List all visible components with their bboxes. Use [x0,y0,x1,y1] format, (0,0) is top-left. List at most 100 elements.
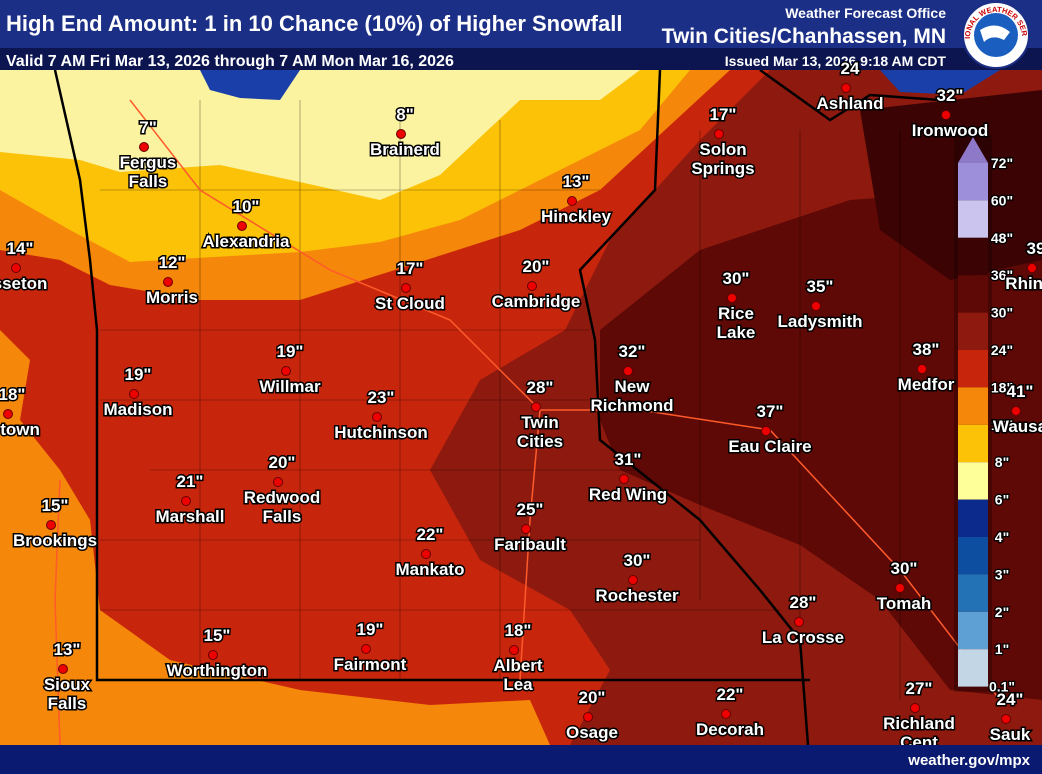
city-dot [941,110,951,120]
legend-label: 12" [991,417,1013,433]
city-dot [139,142,149,152]
city-amount: 30" [624,551,651,570]
city-name: Eau Claire [728,437,811,456]
city-dot [583,712,593,722]
city-amount: 31" [615,450,642,469]
city-name: Redwood [244,488,321,507]
title: High End Amount: 1 in 10 Chance (10%) of… [6,11,622,36]
city-amount: 18" [505,621,532,640]
city-name: Ladysmith [777,312,862,331]
city-dot [163,277,173,287]
city-amount: 15" [42,496,69,515]
city-dot [761,426,771,436]
city-dot [521,524,531,534]
city-dot [811,301,821,311]
city-dot [1011,406,1021,416]
city-name: New [615,377,651,396]
city-name: Lake [717,323,756,342]
city-name: Springs [691,159,754,178]
city-amount: 30" [891,559,918,578]
city-dot [11,263,21,273]
city-amount: 19" [277,342,304,361]
office: Weather Forecast Office [785,5,946,21]
city-name: Decorah [696,720,764,739]
city-amount: 32" [619,342,646,361]
city-amount: 17" [710,105,737,124]
city-name: Cambridge [492,292,581,311]
city-amount: 20" [523,257,550,276]
city-amount: 22" [417,525,444,544]
city-name: Madison [104,400,173,419]
city-dot [623,366,633,376]
legend-label: 60" [991,192,1013,208]
city-name: Richmond [590,396,673,415]
city-name: Alexandria [203,232,290,251]
city-name: Willmar [259,377,321,396]
city-amount: 30" [723,269,750,288]
legend-label: 0.1" [989,679,1015,695]
city-name: Red Wing [589,485,667,504]
city-name: Rochester [595,586,679,605]
legend-swatch [958,537,988,575]
city-dot [628,575,638,585]
city-name: Solon [699,140,746,159]
city-amount: 38" [913,340,940,359]
city-dot [1001,714,1011,724]
city-dot [531,402,541,412]
city-dot [401,283,411,293]
city-name: Ashland [816,94,883,113]
legend-label: 36" [991,267,1013,283]
city-amount: 21" [177,472,204,491]
city-name: Lea [503,675,533,694]
legend-swatch [958,649,988,687]
city-name: Worthington [167,661,268,680]
city-name: ertown [0,420,40,439]
city-amount: 17" [397,259,424,278]
city-dot [619,474,629,484]
legend-label: 2" [995,604,1009,620]
city-amount: 32" [937,86,964,105]
city-dot [841,83,851,93]
city-name: Tomah [877,594,931,613]
city-amount: 15" [204,626,231,645]
city-name: Ironwood [912,121,988,140]
city-name: Medfor [898,375,955,394]
city-name: Rhinela [1005,274,1042,293]
city-amount: 13" [54,640,81,659]
city-name: Falls [129,172,168,191]
city-name: La Crosse [762,628,844,647]
city-amount: 27" [906,679,933,698]
city-amount: 37" [757,402,784,421]
map-background [0,68,1042,746]
valid-period: Valid 7 AM Fri Mar 13, 2026 through 7 AM… [6,53,454,70]
legend-swatch [958,200,988,238]
city-name: Brookings [13,531,97,550]
city-amount: 8" [396,105,414,124]
legend-label: 1" [995,641,1009,657]
city-name: Mankato [396,560,465,579]
city-dot [509,645,519,655]
city-amount: 28" [790,593,817,612]
city-amount: 24 [841,59,860,78]
legend-arrow [958,137,988,163]
city-name: Fairmont [334,655,407,674]
city-name: St Cloud [375,294,445,313]
legend: 72" 60" 48" 36" 30" 24" 18" 12" 8" 6" 4" 3" 2" 1" 0.1" [954,135,1016,696]
city-dot [1027,263,1037,273]
city-name: Sioux [44,675,91,694]
city-dot [421,549,431,559]
legend-label: 6" [995,492,1009,508]
city-name: Wausa [993,417,1042,436]
city-amount: 14" [7,239,34,258]
city-dot [273,477,283,487]
office-name: Twin Cities/Chanhassen, MN [662,25,946,48]
legend-swatch [958,462,988,500]
legend-swatch [958,350,988,388]
legend-swatch [958,424,988,463]
city-dot [129,389,139,399]
city-amount: 18" [0,385,25,404]
city-name: Albert [493,656,542,675]
city-dot [46,520,56,530]
